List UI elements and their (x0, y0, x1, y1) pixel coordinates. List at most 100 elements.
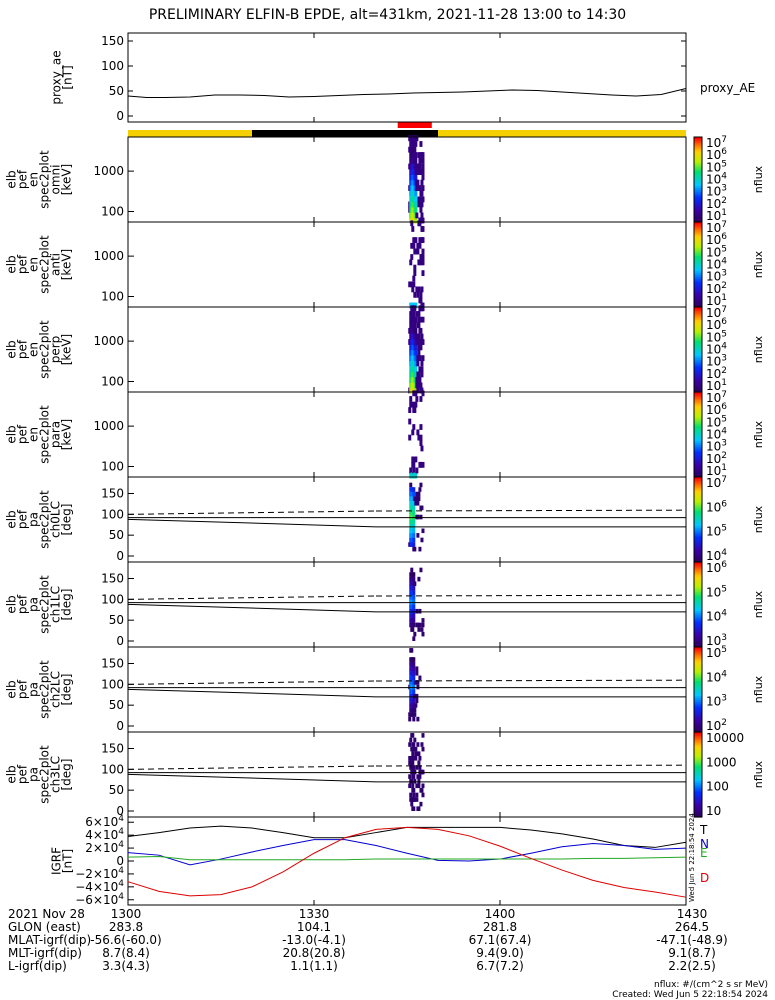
spectrogram-cell (414, 360, 418, 367)
spectrogram-cell (416, 684, 420, 690)
spectrogram-cell (414, 371, 418, 378)
anti-energy-spectrogram-ytick-label: 1000 (93, 249, 124, 263)
anti-energy-spectrogram-colorbar-tick: 107 (706, 220, 727, 235)
spectrogram-cell (412, 661, 416, 667)
colorbar-step (694, 400, 702, 404)
spectrogram-cell (417, 344, 421, 351)
colorbar-step (694, 268, 702, 272)
colorbar-step (694, 177, 702, 181)
colorbar-step (694, 273, 702, 276)
colorbar-step (694, 460, 702, 463)
colorbar-step (694, 258, 702, 261)
para-energy-spectrogram-ylabel-5: [keV] (60, 419, 74, 450)
spectrogram-cell (415, 698, 419, 704)
colorbar-step (694, 508, 702, 512)
colorbar-step (694, 753, 702, 756)
spectrogram-cell (420, 179, 424, 186)
colorbar-step (694, 494, 702, 497)
colorbar-step (694, 196, 702, 200)
spectrogram-cell (411, 401, 415, 408)
spectrogram-cell (409, 467, 413, 474)
spectrogram-cell (412, 703, 416, 708)
colorbar-step (694, 640, 702, 644)
colorbar-step (694, 710, 702, 714)
colorbar-step (694, 281, 702, 285)
spectrogram-cell (419, 344, 423, 351)
spectrogram-cell (417, 259, 421, 266)
spectrogram-cell (421, 217, 425, 224)
spectrogram-cell (408, 712, 412, 717)
spectrogram-cell (412, 533, 416, 538)
spectrogram-cell (421, 783, 425, 789)
colorbar-step (694, 234, 702, 238)
colorbar-step (694, 181, 702, 185)
spectrogram-cell (414, 237, 418, 243)
perp-energy-spectrogram-colorbar-tick: 103 (706, 354, 727, 369)
ch3LC-pitch-angle-spectrogram-ytick-label: 150 (101, 742, 124, 756)
colorbar-step (694, 188, 702, 191)
spectrogram-cell (418, 774, 422, 779)
spectrogram-cell (417, 760, 421, 766)
anti-energy-spectrogram-ylabel-3: spec2plot (38, 235, 52, 294)
spectrogram-cell (413, 496, 417, 501)
ch3LC-pitch-angle-spectrogram-ytick-label: 0 (116, 804, 124, 818)
spectrogram-cell (420, 286, 424, 293)
colorbar-step (694, 417, 702, 421)
colorbar-step (694, 341, 702, 344)
para-energy-spectrogram-colorbar-tick: 105 (706, 414, 727, 429)
colorbar-step (694, 309, 702, 312)
ch0LC-pitch-angle-spectrogram-colorbar-tick: 105 (706, 524, 727, 539)
ch0LC-pitch-angle-spectrogram-ytick-label: 0 (116, 549, 124, 563)
para-energy-spectrogram-ylabel-4: para (49, 421, 63, 448)
spectrogram-cell (414, 141, 418, 147)
ch0LC-pitch-angle-spectrogram-ylabel-3: spec2plot (38, 490, 52, 549)
colorbar-step (694, 708, 702, 712)
colorbar-step (694, 462, 702, 465)
colorbar-step (694, 738, 702, 742)
anti-energy-spectrogram-ylabel-2: en (27, 257, 41, 272)
colorbar-step (694, 653, 702, 657)
spectrogram-cell (412, 519, 416, 524)
xaxis-row-label: 2021 Nov 28 (8, 907, 85, 921)
colorbar-step (694, 147, 702, 151)
omni-energy-spectrogram-frame (127, 136, 687, 223)
omni-energy-spectrogram-colorbar-tick: 104 (706, 172, 727, 187)
spectrogram-cell (412, 675, 416, 681)
ch2LC-pitch-angle-spectrogram-colorbar-tick: 105 (706, 645, 727, 660)
colorbar-step (694, 398, 702, 402)
colorbar-step (694, 530, 702, 533)
spectrogram-cell (418, 163, 422, 170)
colorbar-step (694, 166, 702, 170)
proxy-ae-frame (127, 32, 687, 123)
colorbar-step (694, 542, 702, 546)
spectrogram-cell (414, 366, 418, 373)
spectrogram-cell (416, 429, 420, 436)
spectrogram-cell (420, 788, 424, 793)
spectrogram-cell (413, 135, 417, 142)
colorbar-step (694, 763, 702, 767)
omni-energy-spectrogram-colorbar (694, 137, 702, 223)
omni-energy-spectrogram-colorbar-tick: 103 (706, 184, 727, 199)
anti-energy-spectrogram-ylabel-4: anti (49, 253, 63, 276)
omni-energy-spectrogram-ylabel-0: elb (5, 170, 19, 188)
ch0LC-pitch-angle-spectrogram-ylabel-1: pef (16, 509, 30, 529)
ch0LC-pitch-angle-spectrogram-ytick-label: 100 (101, 507, 124, 521)
colorbar-step (694, 326, 702, 329)
colorbar-step (694, 615, 702, 618)
anti-energy-spectrogram-colorbar-tick: 105 (706, 244, 727, 259)
spectrogram-cell (410, 281, 414, 288)
colorbar-step (694, 732, 702, 735)
omni-energy-spectrogram-colorbar-tick: 105 (706, 159, 727, 174)
colorbar-step (694, 793, 702, 797)
ch3LC-pitch-angle-spectrogram-colorbar-tick: 1000 (706, 755, 737, 769)
colorbar-step (694, 625, 702, 629)
colorbar-step (694, 343, 702, 346)
ch0LC-pitch-angle-spectrogram-ytick-label: 150 (101, 487, 124, 501)
spectrogram-cell (419, 461, 423, 468)
ch3LC-pitch-angle-spectrogram-ylabel-5: [deg] (60, 759, 74, 791)
colorbar-step (694, 168, 702, 172)
colorbar-step (694, 190, 702, 193)
spectrogram-cell (412, 586, 416, 591)
colorbar-step (694, 139, 702, 142)
spectrogram-cell (417, 371, 421, 378)
